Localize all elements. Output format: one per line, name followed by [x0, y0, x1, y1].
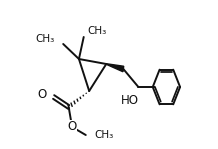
Text: CH₃: CH₃: [88, 26, 107, 36]
Text: O: O: [37, 89, 47, 101]
Text: CH₃: CH₃: [95, 130, 114, 140]
Text: CH₃: CH₃: [36, 34, 55, 44]
Polygon shape: [106, 64, 124, 72]
Text: HO: HO: [121, 94, 139, 107]
Text: O: O: [67, 121, 77, 134]
